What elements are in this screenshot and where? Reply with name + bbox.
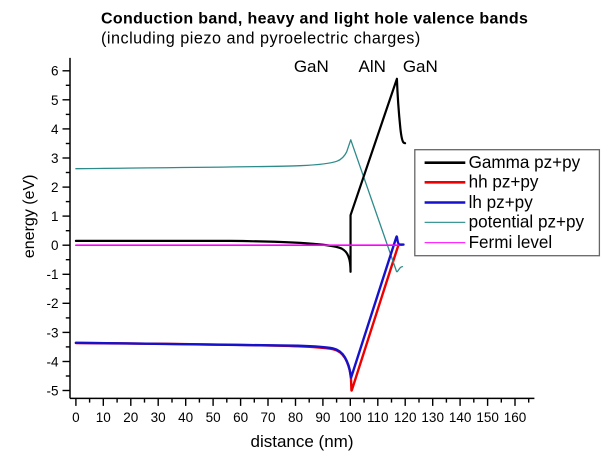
svg-text:30: 30 (151, 410, 166, 425)
svg-text:-5: -5 (46, 383, 58, 398)
svg-text:Conduction band, heavy and lig: Conduction band, heavy and light hole va… (101, 11, 528, 28)
svg-text:4: 4 (51, 122, 59, 137)
svg-text:5: 5 (51, 93, 59, 108)
svg-text:(including piezo and pyroelect: (including piezo and pyroelectric charge… (101, 29, 421, 47)
svg-text:-2: -2 (46, 296, 58, 311)
svg-text:potential pz+py: potential pz+py (469, 213, 585, 232)
svg-text:160: 160 (504, 410, 527, 425)
svg-text:70: 70 (260, 410, 275, 425)
svg-text:10: 10 (96, 410, 111, 425)
svg-text:40: 40 (178, 410, 193, 425)
svg-text:120: 120 (394, 410, 417, 425)
svg-text:0: 0 (72, 410, 80, 425)
svg-text:-3: -3 (46, 325, 58, 340)
svg-text:80: 80 (288, 410, 303, 425)
svg-text:150: 150 (476, 410, 499, 425)
svg-text:20: 20 (123, 410, 138, 425)
svg-text:6: 6 (51, 64, 59, 79)
svg-text:Gamma pz+py: Gamma pz+py (469, 153, 581, 172)
svg-text:90: 90 (315, 410, 330, 425)
svg-text:energy (eV): energy (eV) (21, 175, 38, 259)
svg-text:2: 2 (51, 180, 59, 195)
svg-text:0: 0 (51, 238, 59, 253)
svg-text:50: 50 (206, 410, 221, 425)
svg-text:Fermi level: Fermi level (469, 233, 553, 252)
svg-text:GaN: GaN (403, 57, 438, 76)
svg-text:110: 110 (367, 410, 389, 425)
svg-text:hh pz+py: hh pz+py (469, 173, 539, 192)
svg-text:130: 130 (421, 410, 444, 425)
svg-text:3: 3 (51, 151, 59, 166)
svg-text:100: 100 (339, 410, 362, 425)
svg-text:distance (nm): distance (nm) (251, 432, 354, 451)
svg-text:60: 60 (233, 410, 248, 425)
svg-text:-1: -1 (46, 267, 58, 282)
svg-text:140: 140 (449, 410, 472, 425)
svg-text:-4: -4 (46, 354, 58, 369)
svg-text:1: 1 (51, 209, 59, 224)
svg-text:lh pz+py: lh pz+py (469, 193, 534, 212)
svg-text:GaN: GaN (294, 57, 329, 76)
svg-text:AlN: AlN (358, 57, 385, 76)
